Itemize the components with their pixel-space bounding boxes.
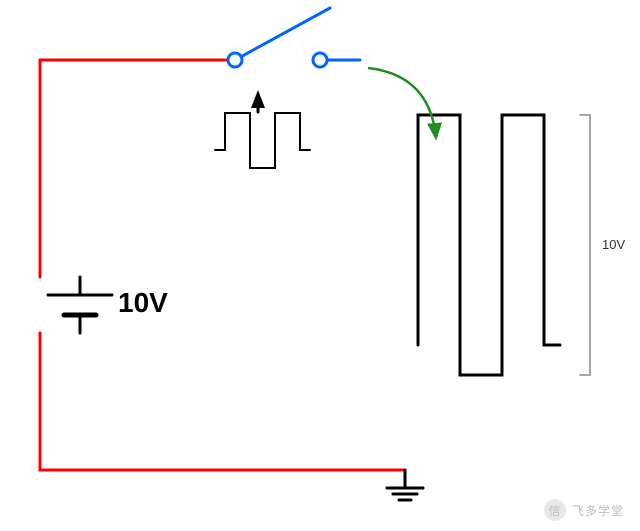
wechat-icon: 信 (544, 499, 566, 521)
watermark-text: 飞多学堂 (572, 502, 624, 519)
watermark: 信 飞多学堂 (544, 499, 624, 521)
output-amplitude-label: 10V (602, 237, 625, 252)
circuit-diagram (0, 0, 640, 531)
battery-voltage-label: 10V (118, 287, 168, 319)
